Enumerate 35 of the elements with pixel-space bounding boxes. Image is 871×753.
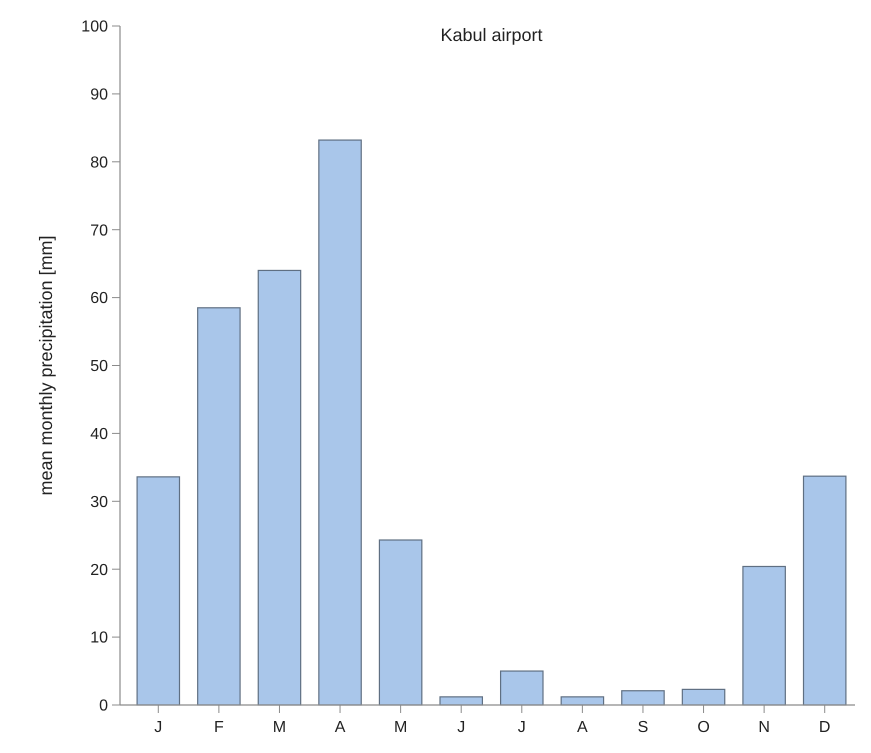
y-tick-label: 40	[90, 426, 108, 443]
y-tick-label: 10	[90, 630, 108, 647]
y-tick-label: 50	[90, 358, 108, 376]
x-tick-label: A	[334, 719, 346, 736]
y-tick-label: 20	[90, 562, 108, 579]
x-tick-label: J	[518, 719, 526, 736]
bar	[500, 670, 544, 706]
y-tick-label: 70	[90, 222, 108, 240]
y-axis-title: mean monthly precipitation [mm]	[36, 235, 56, 496]
bar	[621, 690, 665, 706]
bar	[258, 270, 302, 706]
y-tick-label: 100	[81, 18, 108, 36]
x-tick-label: J	[154, 719, 162, 736]
x-tick-label: D	[818, 719, 830, 736]
x-tick-label: O	[697, 719, 710, 736]
bar	[682, 688, 726, 706]
x-tick-label: J	[457, 719, 466, 736]
x-tick-label: M	[394, 719, 408, 736]
x-tick-label: S	[638, 719, 648, 736]
x-tick-label: F	[214, 719, 224, 736]
y-tick-label: 60	[90, 290, 108, 308]
bar	[197, 307, 241, 706]
y-tick-label: 80	[90, 154, 108, 172]
x-tick-label: M	[272, 719, 286, 736]
y-tick-label: 30	[90, 494, 108, 511]
y-tick-label: 90	[90, 86, 108, 104]
x-tick-label: A	[577, 719, 588, 736]
bar	[742, 566, 786, 706]
bar	[378, 539, 422, 706]
x-tick-label: N	[758, 719, 770, 736]
bar	[802, 476, 847, 706]
chart-title: Kabul airport	[440, 25, 543, 45]
bar	[136, 476, 180, 706]
y-tick-label: 0	[99, 698, 108, 715]
bar	[318, 139, 362, 706]
